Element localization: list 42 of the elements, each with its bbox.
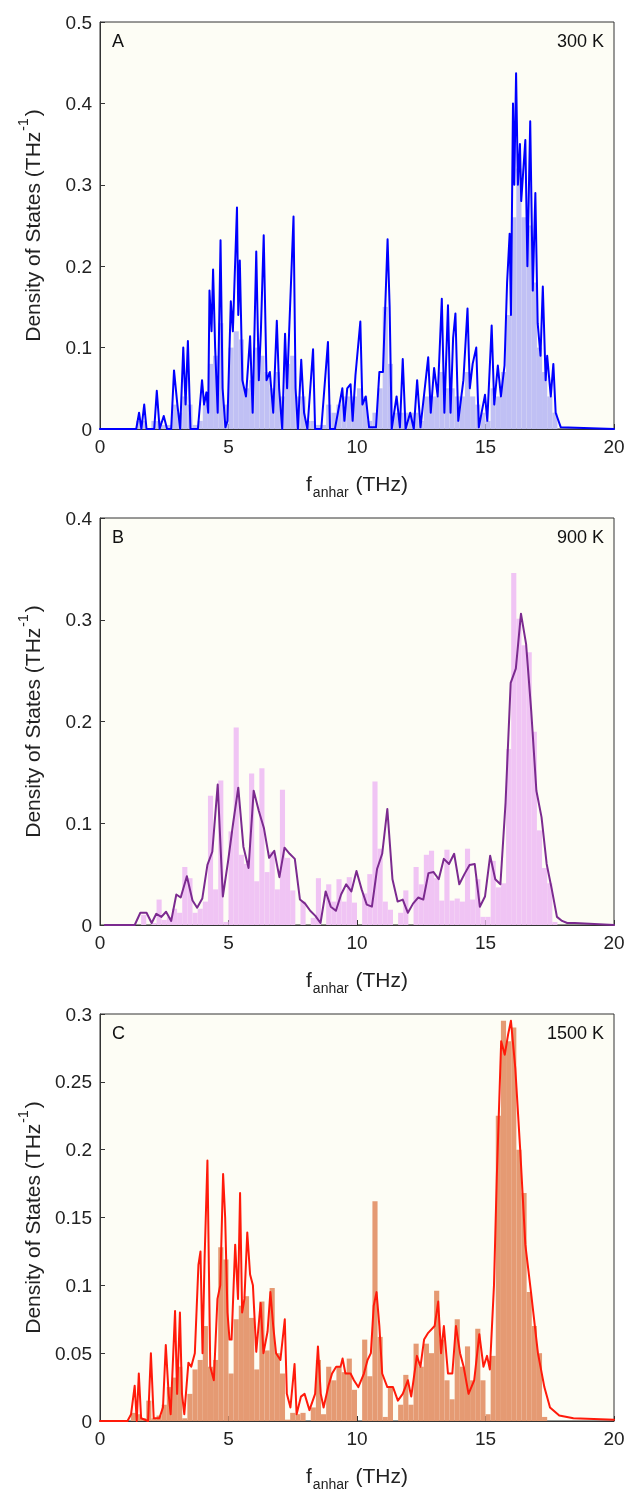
y-tick-label: 0 bbox=[81, 418, 92, 440]
x-tick-label: 10 bbox=[346, 932, 368, 953]
y-axis-title: Density of States (THz-1) bbox=[15, 605, 44, 838]
y-tick-label: 0.5 bbox=[65, 11, 92, 33]
y-tick-label: 0.2 bbox=[65, 1139, 92, 1161]
x-tick-label: 20 bbox=[603, 932, 625, 953]
x-tick-label: 0 bbox=[94, 932, 106, 953]
y-tick-label: 0 bbox=[81, 1410, 92, 1432]
annotation: B bbox=[112, 527, 125, 547]
x-tick-label: 5 bbox=[223, 436, 234, 457]
x-tick-label: 0 bbox=[94, 1428, 106, 1449]
x-tick-label: 10 bbox=[346, 1428, 368, 1449]
x-tick-label: 0 bbox=[94, 436, 106, 457]
y-tick-label: 0.3 bbox=[65, 609, 92, 631]
x-tick-label: 5 bbox=[223, 932, 234, 953]
y-tick-label: 0.4 bbox=[65, 507, 93, 529]
y-tick-label: 0.1 bbox=[65, 1274, 92, 1296]
annotation: 900 K bbox=[556, 527, 605, 547]
y-tick-label: 0.1 bbox=[65, 812, 92, 834]
y-tick-label: 0.1 bbox=[65, 337, 92, 359]
y-tick-label: 0.25 bbox=[55, 1071, 92, 1093]
y-axis-title: Density of States (THz-1) bbox=[15, 1101, 44, 1334]
y-tick-label: 0.3 bbox=[65, 174, 92, 196]
y-tick-label: 0.4 bbox=[65, 92, 93, 114]
y-axis-title: Density of States (THz-1) bbox=[15, 109, 44, 342]
y-tick-label: 0 bbox=[81, 914, 92, 936]
y-tick-label: 0.2 bbox=[65, 711, 92, 732]
annotation: A bbox=[112, 31, 125, 51]
y-tick-label: 0.15 bbox=[55, 1207, 92, 1228]
y-tick-label: 0.3 bbox=[65, 1003, 92, 1025]
x-tick-label: 5 bbox=[223, 1428, 234, 1449]
annotation: 1500 K bbox=[546, 1023, 605, 1043]
y-tick-label: 0.2 bbox=[65, 255, 92, 277]
annotation: C bbox=[112, 1023, 125, 1043]
y-tick-label: 0.05 bbox=[55, 1342, 92, 1364]
x-tick-label: 15 bbox=[474, 436, 497, 457]
x-tick-label: 20 bbox=[603, 1428, 625, 1449]
x-tick-label: 20 bbox=[603, 436, 625, 457]
x-tick-label: 15 bbox=[474, 932, 497, 953]
x-tick-label: 15 bbox=[474, 1428, 497, 1449]
annotation: 300 K bbox=[556, 31, 605, 51]
x-tick-label: 10 bbox=[346, 436, 368, 457]
